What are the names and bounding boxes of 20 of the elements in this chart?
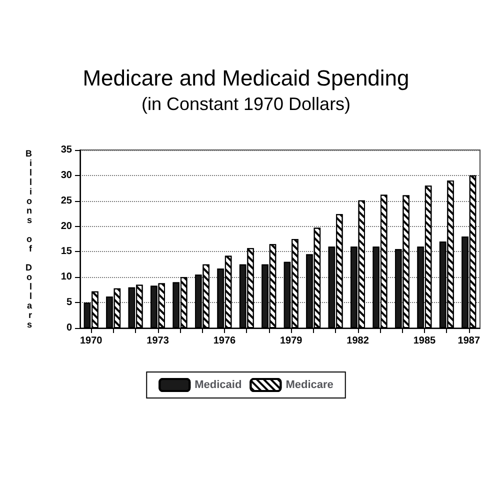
y-tick-label: 35	[60, 144, 72, 156]
y-tick-label: 10	[60, 272, 72, 283]
legend-label: Medicaid	[194, 379, 242, 391]
y-tick-label: 15	[60, 246, 72, 258]
y-tick-label: 25	[60, 195, 72, 206]
chart-subtitle: (in Constant 1970 Dollars)	[141, 94, 351, 114]
chart-title: Medicare and Medicaid Spending	[82, 66, 410, 90]
y-tick-label: 30	[60, 170, 72, 181]
y-tick-label: 0	[66, 322, 72, 334]
y-tick-label: 5	[66, 297, 72, 308]
x-tick-label: 1976	[213, 336, 236, 346]
x-tick-label: 1985	[413, 336, 436, 346]
y-tick-label: 20	[60, 220, 72, 232]
legend-label: Medicare	[286, 379, 334, 391]
text: Billions of Dollars	[26, 148, 32, 330]
x-tick-label: 1987	[458, 336, 480, 346]
x-tick-label: 1973	[146, 336, 170, 346]
x-tick-label: 1982	[346, 336, 370, 346]
x-tick-label: 1970	[80, 336, 103, 346]
x-tick-label: 1979	[280, 336, 303, 346]
